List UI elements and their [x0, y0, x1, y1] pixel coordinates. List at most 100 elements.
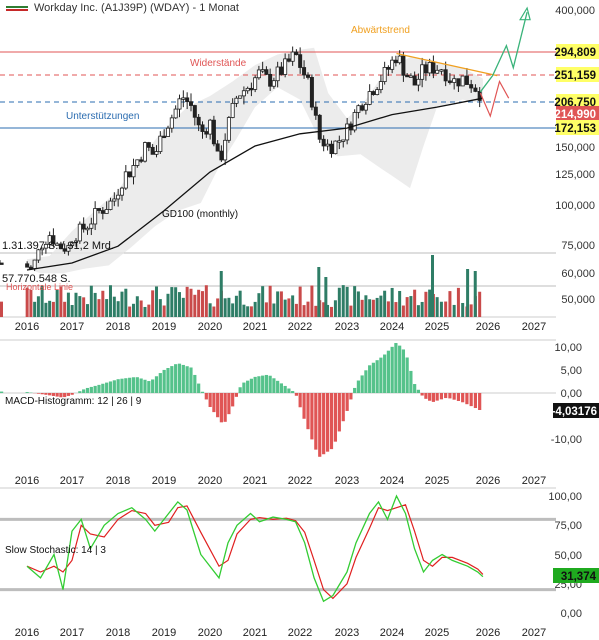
macd-bar [405, 357, 409, 393]
volume-bar [268, 285, 272, 317]
candle-body [427, 62, 432, 74]
volume-bar [231, 303, 235, 317]
macd-bar [249, 378, 253, 393]
macd-bar [197, 383, 201, 393]
volume-bar [181, 297, 185, 317]
stoch-axis-tick: 100,00 [548, 491, 582, 503]
candle-body [275, 66, 280, 82]
volume-info-1: 1.31.397 S. / 31,2 Mrd. [2, 240, 114, 252]
volume-bar [405, 297, 409, 317]
macd-x-label: 2019 [152, 475, 176, 487]
macd-bar [310, 393, 314, 440]
stoch-x-label: 2018 [106, 627, 130, 639]
candle-body [200, 124, 205, 132]
volume-bar [276, 291, 280, 317]
candle-body [142, 142, 147, 162]
candle-body [43, 243, 48, 249]
stoch-x-label: 2021 [243, 627, 267, 639]
macd-bar [272, 378, 276, 393]
volume-bar [174, 287, 178, 317]
volume-bar [353, 286, 357, 317]
volume-bar [439, 301, 443, 317]
volume-bar-spike [219, 271, 223, 317]
macd-bar [253, 376, 257, 393]
macd-bar [139, 378, 143, 393]
candle-body [119, 187, 124, 196]
stoch-x-label: 2019 [152, 627, 176, 639]
volume-bar [322, 302, 326, 317]
candle-body [375, 89, 380, 96]
volume-bar [448, 291, 452, 317]
volume-bar [420, 301, 424, 317]
volume-bar [456, 287, 460, 317]
candle-body [431, 62, 436, 74]
macd-bar [234, 393, 238, 397]
candle-body [363, 103, 368, 111]
macd-bar [360, 375, 364, 393]
macd-axis-tick: 0,00 [561, 388, 582, 400]
macd-bar [143, 379, 147, 393]
macd-bar [101, 383, 105, 393]
macd-bar [223, 393, 227, 422]
volume-bar-spike [324, 277, 328, 317]
horizontal-line-annotation: Horizontale Linie [6, 282, 73, 292]
macd-bar [208, 393, 212, 408]
candle-body [47, 235, 52, 245]
candle-body [367, 91, 372, 105]
candle-body [386, 67, 391, 70]
macd-bar [189, 367, 193, 393]
volume-bar [294, 303, 298, 317]
candle-body [290, 51, 295, 62]
volume-bar [337, 287, 341, 317]
macd-bar [177, 363, 182, 393]
candle-body [181, 97, 186, 100]
downtrend-line [396, 52, 498, 77]
volume-axis-tick: 50,000 [561, 294, 595, 306]
candle-body [249, 87, 254, 91]
macd-bar [105, 382, 109, 393]
macd-bar [424, 393, 428, 399]
candle-body [55, 243, 60, 246]
candle-body [456, 78, 461, 87]
stoch-x-label: 2023 [335, 627, 359, 639]
stochastic-panel: Slow Stochastic: 14 | 3 [0, 494, 556, 603]
macd-bar [478, 393, 482, 410]
candle-body [378, 81, 383, 91]
candle-body [226, 117, 231, 141]
volume-bar [356, 291, 360, 317]
macd-axis-tick: 5,00 [561, 365, 582, 377]
macd-bar [287, 388, 291, 393]
candle-body [271, 80, 276, 87]
candle-body [25, 263, 30, 268]
macd-bar [461, 393, 465, 403]
macd-bar [51, 393, 55, 396]
candle-body [268, 73, 273, 87]
candle-body [32, 259, 37, 270]
volume-bar [287, 298, 291, 317]
macd-bar [227, 393, 231, 415]
candle-body [135, 159, 140, 166]
volume-bar [108, 285, 112, 317]
macd-bar [268, 375, 272, 393]
candle-body [112, 198, 117, 202]
candle-body [131, 165, 136, 178]
macd-bar [63, 393, 67, 398]
macd-bar [261, 375, 265, 393]
volume-bar [383, 290, 387, 317]
candle-body [286, 58, 291, 62]
volume-axis-tick: 60,000 [561, 268, 595, 280]
macd-x-label: 2022 [288, 475, 312, 487]
volume-bar [147, 304, 151, 317]
main-x-label: 2020 [198, 321, 222, 333]
candle-body [260, 69, 265, 72]
macd-x-label: 2026 [476, 475, 500, 487]
macd-bar [294, 393, 298, 396]
volume-bar [272, 303, 276, 317]
volume-bar [264, 302, 268, 317]
macd-bar [93, 385, 97, 393]
macd-bar [435, 393, 439, 401]
macd-x-label: 2024 [380, 475, 404, 487]
macd-axis-tick: -10,00 [551, 434, 582, 446]
candle-body [382, 67, 387, 82]
candle-body [185, 97, 190, 103]
